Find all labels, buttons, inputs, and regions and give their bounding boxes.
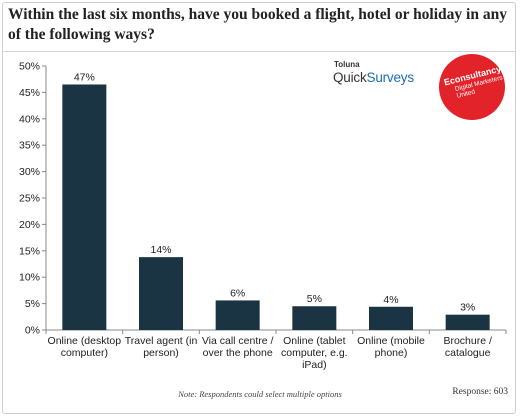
y-tick-label: 35% [19, 140, 40, 152]
x-category-label-line: person) [143, 347, 179, 359]
x-category-label-line: Online (tablet [283, 335, 346, 347]
y-tick-label: 30% [19, 166, 40, 178]
x-category-label-line: Brochure / [443, 335, 492, 347]
y-tick-label: 0% [25, 325, 40, 337]
x-category-label-line: over the phone [203, 347, 273, 359]
y-tick-label: 25% [19, 193, 40, 205]
x-category-label: Brochure / catalogue [443, 335, 492, 359]
x-category-label: Via call centre / over the phone [202, 335, 274, 359]
x-category-label-line: computer, e.g. [281, 347, 348, 359]
bar [215, 300, 260, 330]
data-label: 5% [307, 293, 322, 305]
x-category-label-line: computer) [61, 347, 108, 359]
x-category-label-line: Travel agent (in [125, 335, 198, 347]
bar [292, 306, 337, 330]
x-category-label: Travel agent (in person) [125, 335, 198, 359]
data-label: 4% [383, 294, 398, 306]
x-category-label-line: Online (mobile [357, 335, 425, 347]
toluna-wordmark: Toluna [334, 60, 360, 69]
bar [445, 314, 490, 330]
y-tick-label: 40% [19, 113, 40, 125]
x-category-label-line: phone) [375, 347, 408, 359]
bar [369, 306, 413, 330]
y-tick-label: 10% [19, 272, 40, 284]
chart-title: Within the last six months, have you boo… [8, 6, 507, 43]
x-category-label-line: catalogue [445, 347, 491, 359]
y-tick-label: 50% [19, 61, 40, 73]
title-divider [2, 51, 516, 52]
y-tick-label: 45% [19, 87, 40, 99]
surveys-wordmark: Surveys [366, 70, 415, 85]
y-tick-label: 5% [25, 298, 40, 310]
x-category-label-line: iPad) [302, 359, 327, 371]
y-tick-label: 15% [19, 245, 40, 257]
footnote: Note: Respondents could select multiple … [178, 389, 342, 399]
quick-wordmark: Quick [333, 70, 367, 85]
bar [139, 257, 183, 330]
data-label: 47% [74, 71, 95, 83]
bar [62, 84, 107, 330]
response-count: Response: 603 [452, 387, 508, 397]
x-category-label: Online (mobile phone) [357, 335, 425, 359]
y-tick-label: 20% [19, 219, 40, 231]
x-category-label: Online (tablet computer, e.g. iPad) [281, 335, 348, 371]
x-category-label: Online (desktop computer) [48, 335, 122, 359]
data-label: 3% [460, 302, 475, 314]
data-label: 14% [150, 244, 171, 256]
x-category-label-line: Online (desktop [48, 335, 122, 347]
toluna-quicksurveys-logo: Toluna QuickSurveys [333, 61, 414, 87]
x-category-label-line: Via call centre / [202, 335, 274, 347]
data-label: 6% [230, 287, 245, 299]
